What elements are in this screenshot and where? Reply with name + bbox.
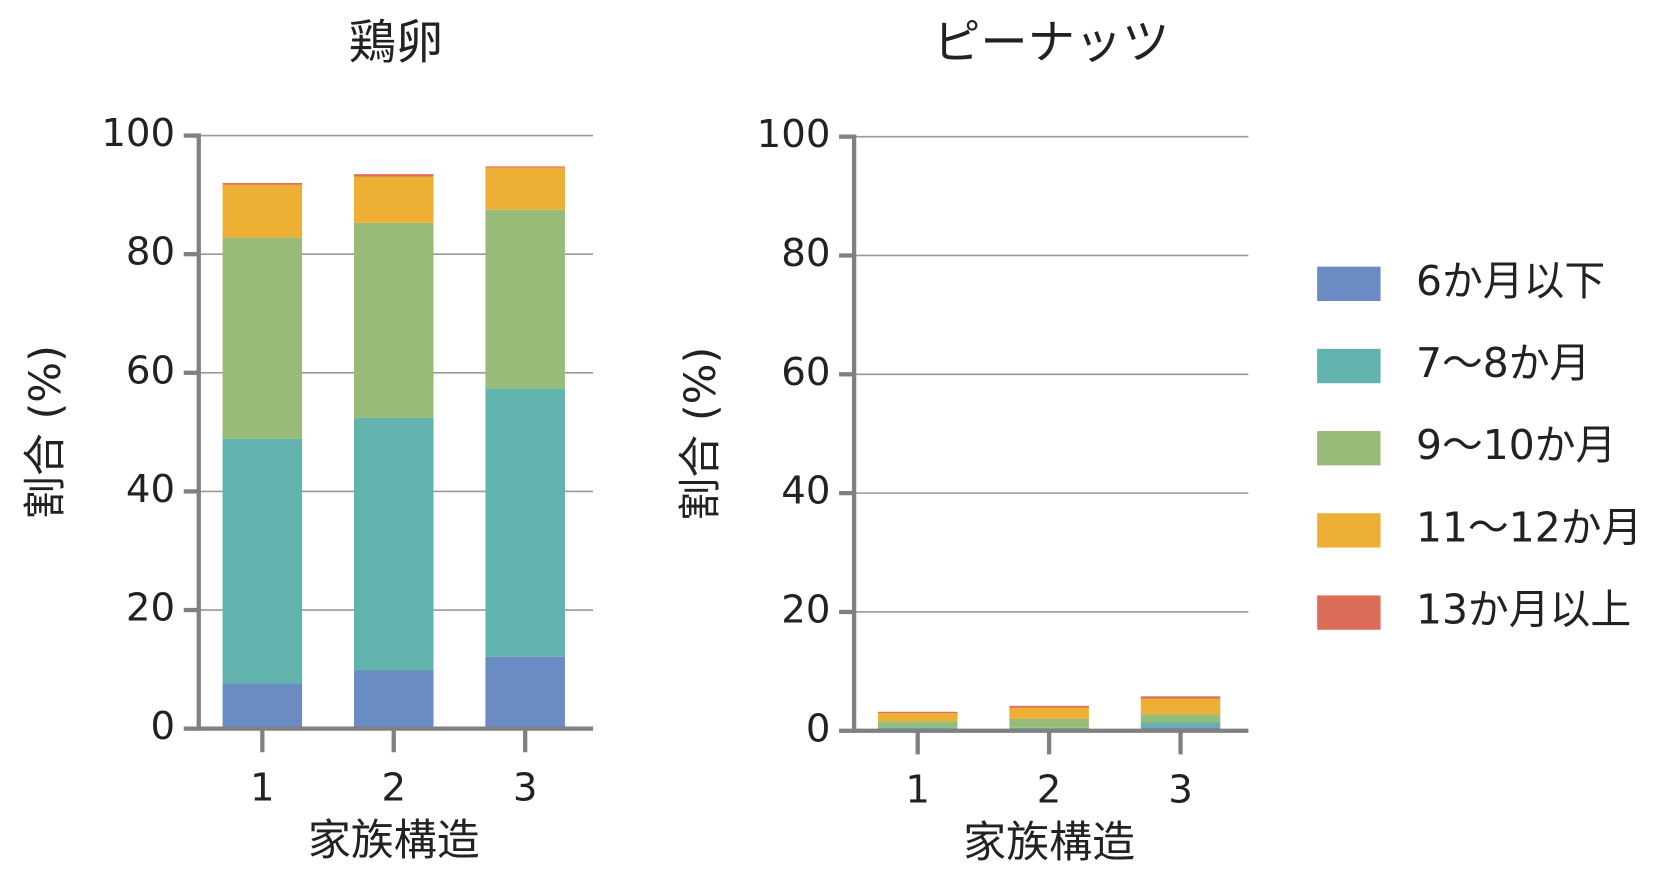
bar-segment (354, 222, 434, 418)
bar-segment (485, 656, 565, 729)
bar-segment (1009, 707, 1089, 719)
y-tick-label: 0 (806, 706, 831, 751)
legend-label: 9〜10か月 (1416, 421, 1616, 469)
y-axis-label: 割合 (%) (21, 345, 71, 519)
y-tick-label: 80 (781, 231, 830, 276)
bar-segment (877, 721, 958, 728)
chart-title: 鶏卵 (349, 15, 444, 70)
bar-segment (354, 176, 434, 223)
bar-segment (222, 183, 303, 185)
y-tick-label: 60 (781, 350, 830, 395)
bar-segment (1009, 705, 1089, 708)
bar-segment (354, 174, 434, 177)
x-tick-label: 3 (513, 765, 538, 810)
y-tick-label: 100 (101, 111, 175, 156)
bar-segment (222, 438, 303, 684)
bar-segment (1140, 722, 1221, 728)
bar-segment (877, 712, 958, 722)
y-tick-label: 80 (126, 230, 175, 275)
bar-segment (485, 167, 565, 210)
y-tick-label: 0 (151, 704, 176, 749)
legend-label: 13か月以上 (1416, 586, 1631, 634)
bar-segment (222, 683, 303, 729)
y-tick-label: 20 (126, 586, 175, 631)
bar-segment (485, 209, 565, 389)
x-tick-label: 1 (905, 768, 930, 813)
legend-label: 7〜8か月 (1416, 339, 1590, 387)
x-tick-label: 2 (381, 765, 406, 810)
bar-segment (485, 388, 565, 657)
y-tick-label: 100 (757, 112, 831, 157)
bar-segment (1140, 696, 1221, 699)
bar-segment (354, 417, 434, 671)
bar-segment (485, 166, 565, 168)
y-tick-label: 40 (126, 467, 175, 512)
bar-segment (1140, 698, 1221, 715)
bar-segment (1140, 714, 1221, 723)
bar-segment (1009, 718, 1089, 728)
y-tick-label: 20 (781, 587, 830, 632)
x-tick-label: 3 (1168, 768, 1193, 813)
x-axis-label: 家族構造 (963, 818, 1135, 868)
y-axis-label: 割合 (%) (676, 347, 726, 521)
bar-segment (222, 184, 303, 238)
legend-swatch (1317, 431, 1381, 466)
chart-title: ピーナッツ (933, 15, 1169, 70)
y-tick-label: 60 (126, 348, 175, 393)
legend-label: 11〜12か月 (1416, 503, 1642, 551)
x-axis-label: 家族構造 (308, 816, 480, 866)
x-tick-label: 1 (250, 765, 275, 810)
legend-swatch (1317, 595, 1381, 630)
y-tick-label: 40 (781, 469, 830, 514)
bar-segment (354, 670, 434, 729)
legend-swatch (1317, 348, 1381, 384)
x-tick-label: 2 (1037, 768, 1062, 813)
bar-segment (222, 237, 303, 439)
legend-label: 6か月以下 (1416, 257, 1605, 305)
bar-segment (877, 711, 958, 713)
legend-swatch (1317, 266, 1381, 302)
legend-swatch (1317, 513, 1381, 548)
